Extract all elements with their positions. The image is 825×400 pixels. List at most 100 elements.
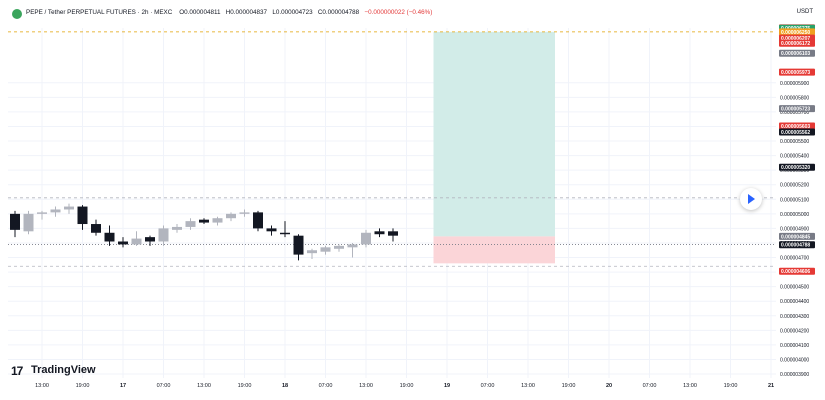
price-label-badge[interactable] (779, 28, 815, 36)
x-axis-tick-label: 20 (606, 383, 612, 389)
candle-body[interactable] (334, 245, 344, 249)
price-label-text: 0.000004845 (781, 234, 810, 240)
y-axis-tick-label: 0.000005800 (780, 95, 809, 101)
price-label-text: 0.000005562 (781, 130, 810, 136)
x-axis-tick-label: 13:00 (359, 383, 373, 389)
price-label-badge[interactable] (779, 232, 815, 240)
price-label-badge[interactable] (779, 68, 815, 76)
candle-body[interactable] (64, 206, 74, 210)
candle-body[interactable] (388, 231, 398, 236)
y-axis-tick-label: 0.000005900 (780, 81, 809, 87)
y-axis-tick-label: 0.000004000 (780, 357, 809, 363)
price-label-badge[interactable] (779, 267, 815, 275)
x-axis-tick-label: 07:00 (481, 383, 495, 389)
x-axis-tick-label: 21 (768, 383, 774, 389)
candle-body[interactable] (320, 247, 331, 252)
y-axis-tick-label: 0.000005000 (780, 212, 809, 218)
candle-body[interactable] (361, 232, 371, 245)
pepe-logo-icon (12, 9, 22, 19)
ohlc-close: C0.000004788 (317, 9, 360, 16)
ohlc-low: L0.000004723 (272, 9, 313, 16)
candle-body[interactable] (199, 219, 209, 223)
tradingview-name: TradingView (31, 364, 96, 376)
candle-body[interactable] (118, 241, 128, 245)
y-axis-tick-label: 0.000005200 (780, 183, 809, 189)
currency-label[interactable]: USDT (796, 9, 813, 15)
position-profit-zone[interactable] (433, 31, 556, 237)
x-axis-tick-label: 19 (444, 383, 450, 389)
candle-body[interactable] (374, 231, 385, 235)
candle-body[interactable] (131, 238, 142, 245)
candle-body[interactable] (293, 235, 304, 255)
y-axis-tick-label: 0.000005100 (780, 197, 809, 203)
price-label-text: 0.000004606 (781, 269, 810, 275)
price-label-badge[interactable] (779, 39, 815, 47)
candle-body[interactable] (145, 237, 155, 242)
legend-line: PEPE / Tether PERPETUAL FUTURES · 2h · M… (26, 9, 432, 16)
candle-body[interactable] (10, 213, 20, 230)
candle-body[interactable] (253, 212, 263, 229)
play-icon (748, 194, 755, 204)
candle-body[interactable] (91, 224, 101, 233)
replay-play-button[interactable] (740, 188, 762, 210)
y-axis-tick-label: 0.000004300 (780, 314, 809, 320)
candle-body[interactable] (280, 232, 290, 235)
chart-header: PEPE / Tether PERPETUAL FUTURES · 2h · M… (0, 0, 825, 28)
symbol-title[interactable]: PEPE / Tether PERPETUAL FUTURES · 2h · M… (26, 9, 173, 16)
y-axis-tick-label: 0.000004700 (780, 256, 809, 262)
x-axis-tick-label: 19:00 (562, 383, 576, 389)
price-label-text: 0.000006103 (781, 51, 810, 57)
position-loss-zone[interactable] (433, 236, 556, 264)
price-label-badge[interactable] (779, 105, 815, 113)
x-axis-tick-label: 13:00 (35, 383, 49, 389)
candle-body[interactable] (23, 213, 34, 232)
x-axis-tick-label: 13:00 (521, 383, 535, 389)
candle-body[interactable] (307, 250, 317, 254)
y-axis-tick-label: 0.000004500 (780, 285, 809, 291)
candle-body[interactable] (158, 228, 169, 242)
candle-body[interactable] (104, 232, 115, 242)
candle-body[interactable] (239, 212, 250, 214)
price-label-text: 0.000005723 (781, 107, 810, 113)
x-axis-tick-label: 17 (120, 383, 126, 389)
price-label-text: 0.000006207 (781, 36, 810, 42)
y-axis-tick-label: 0.000004100 (780, 343, 809, 349)
ohlc-high: H0.000004837 (225, 9, 268, 16)
tradingview-logo-icon: 17 (11, 364, 23, 378)
price-label-badge[interactable] (779, 128, 815, 136)
price-label-badge[interactable] (779, 241, 815, 249)
y-axis-tick-label: 0.000004900 (780, 226, 809, 232)
x-axis-tick-label: 07:00 (157, 383, 171, 389)
candle-body[interactable] (77, 206, 88, 225)
price-label-badge[interactable] (779, 163, 815, 171)
candle-body[interactable] (37, 212, 47, 214)
x-axis-tick-label: 19:00 (238, 383, 252, 389)
price-label-badge[interactable] (779, 49, 815, 57)
price-label-text: 0.000004788 (781, 243, 810, 249)
x-axis-tick-label: 07:00 (319, 383, 333, 389)
candle-body[interactable] (172, 226, 182, 230)
price-label-text: 0.000005603 (781, 124, 810, 130)
price-label-text: 0.000005973 (781, 70, 810, 76)
y-axis-tick-label: 0.000004400 (780, 299, 809, 305)
y-axis-tick-label: 0.000005300 (780, 168, 809, 174)
candle-body[interactable] (50, 209, 61, 213)
ohlc-open: O0.000004811 (179, 9, 221, 16)
x-axis-tick-label: 13:00 (683, 383, 697, 389)
y-axis-tick-label: 0.000004200 (780, 328, 809, 334)
candle-body[interactable] (266, 228, 277, 232)
candle-body[interactable] (226, 213, 236, 219)
x-axis-tick-label: 13:00 (197, 383, 211, 389)
candle-body[interactable] (347, 244, 358, 248)
x-axis-tick-label: 19:00 (76, 383, 90, 389)
y-axis-tick-label: 0.000005500 (780, 139, 809, 145)
x-axis-tick-label: 18 (282, 383, 288, 389)
y-axis-tick-label: 0.000005700 (780, 110, 809, 116)
price-label-text: 0.000006172 (781, 41, 810, 47)
price-label-badge[interactable] (779, 122, 815, 130)
price-label-text: 0.000005320 (781, 165, 810, 171)
x-axis-tick-label: 19:00 (724, 383, 738, 389)
candle-body[interactable] (185, 221, 196, 227)
candle-body[interactable] (212, 218, 223, 223)
